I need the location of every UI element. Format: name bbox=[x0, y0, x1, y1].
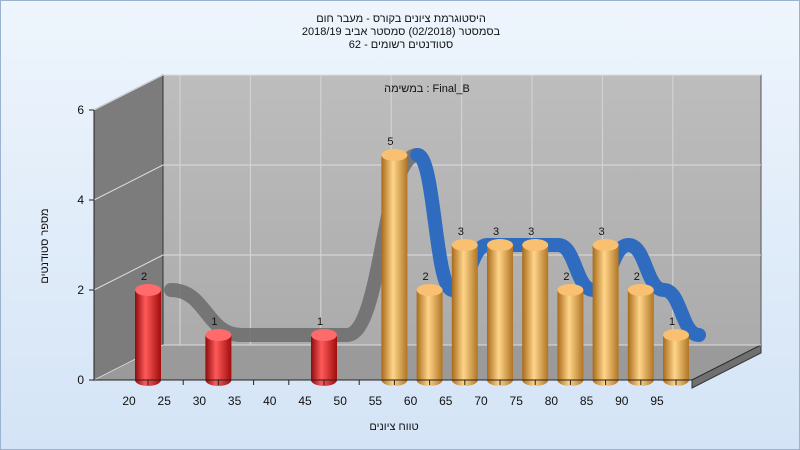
bar-cap bbox=[135, 284, 161, 296]
y-tick-label: 4 bbox=[77, 193, 84, 207]
x-tick-label: 45 bbox=[298, 394, 312, 408]
bar-cap bbox=[522, 239, 549, 251]
x-tick-label: 60 bbox=[404, 394, 418, 408]
bar-body bbox=[627, 290, 654, 386]
x-tick-label: 30 bbox=[193, 394, 207, 408]
x-tick-label: 35 bbox=[228, 394, 242, 408]
bar-30: 1 bbox=[205, 316, 232, 386]
bar-body bbox=[135, 290, 161, 386]
data-label: 3 bbox=[599, 226, 605, 238]
chart-title-line-1: היסטוגרמת ציונים בקורס - מעבר חום bbox=[316, 13, 486, 25]
data-label: 2 bbox=[141, 271, 147, 283]
bar-body bbox=[381, 155, 408, 386]
bar-body bbox=[205, 335, 232, 386]
y-tick-label: 2 bbox=[77, 283, 84, 297]
x-tick-label: 50 bbox=[334, 394, 348, 408]
bar-85: 3 bbox=[592, 226, 619, 386]
data-label: 1 bbox=[211, 316, 217, 328]
bar-65: 3 bbox=[451, 226, 478, 386]
bar-cap bbox=[381, 149, 408, 161]
bar-cap bbox=[627, 284, 654, 296]
data-label: 2 bbox=[634, 271, 640, 283]
grid-line-side bbox=[93, 254, 164, 291]
bar-cap bbox=[451, 239, 478, 251]
bars: 2 1 1 5 2 3 3 3 2 3 2 1 bbox=[135, 136, 689, 386]
x-tick-label: 70 bbox=[474, 394, 488, 408]
data-label: 2 bbox=[423, 271, 429, 283]
x-tick-label: 20 bbox=[122, 394, 136, 408]
data-label: 3 bbox=[528, 226, 534, 238]
x-tick-label: 80 bbox=[545, 394, 559, 408]
data-label: 2 bbox=[563, 271, 569, 283]
bar-75: 3 bbox=[522, 226, 549, 386]
x-tick-label: 55 bbox=[369, 394, 383, 408]
x-axis-label: טווח ציונים bbox=[369, 421, 418, 433]
grid-line-side bbox=[93, 74, 164, 111]
data-label: 5 bbox=[387, 136, 393, 148]
chart-title-line-2: בסמסטר (02/2018) סמסטר אביב 2018/19 bbox=[301, 26, 501, 38]
y-tick-label: 0 bbox=[77, 373, 84, 387]
x-tick-label: 65 bbox=[439, 394, 453, 408]
grid-line-side bbox=[93, 164, 164, 201]
data-label: 1 bbox=[669, 316, 675, 328]
y-axis-label: מספר סטודנטים bbox=[39, 208, 51, 283]
bar-body bbox=[451, 245, 478, 386]
bar-body bbox=[416, 290, 443, 386]
x-tick-label: 85 bbox=[580, 394, 594, 408]
bar-body bbox=[311, 335, 337, 386]
bar-cap bbox=[663, 329, 689, 341]
bar-95: 1 bbox=[663, 316, 689, 386]
bar-80: 2 bbox=[557, 271, 584, 386]
bar-70: 3 bbox=[487, 226, 513, 386]
data-label: 3 bbox=[458, 226, 464, 238]
bar-cap bbox=[557, 284, 584, 296]
chart-title-line-3: סטודנטים רשומים - 62 bbox=[348, 39, 454, 51]
bar-cap bbox=[487, 239, 513, 251]
bar-cap bbox=[205, 329, 232, 341]
bar-cap bbox=[311, 329, 337, 341]
data-label: 3 bbox=[493, 226, 499, 238]
bar-cap bbox=[416, 284, 443, 296]
x-tick-label: 75 bbox=[510, 394, 524, 408]
assignment-annotation: במשימה : Final_B bbox=[384, 83, 470, 95]
bar-body bbox=[663, 335, 689, 386]
x-tick-label: 40 bbox=[263, 394, 277, 408]
bar-body bbox=[592, 245, 619, 386]
x-tick-label: 25 bbox=[158, 394, 172, 408]
bar-90: 2 bbox=[627, 271, 654, 386]
x-tick-label: 90 bbox=[615, 394, 629, 408]
data-label: 1 bbox=[317, 316, 323, 328]
bar-55: 5 bbox=[381, 136, 408, 386]
floor-edge bbox=[691, 344, 762, 389]
y-tick-label: 6 bbox=[77, 103, 84, 117]
bar-20: 2 bbox=[135, 271, 161, 386]
bar-body bbox=[557, 290, 584, 386]
x-tick-label: 95 bbox=[650, 394, 664, 408]
bar-45: 1 bbox=[311, 316, 337, 386]
bar-cap bbox=[592, 239, 619, 251]
bar-body bbox=[487, 245, 513, 386]
bar-60: 2 bbox=[416, 271, 443, 386]
bar-body bbox=[522, 245, 549, 386]
